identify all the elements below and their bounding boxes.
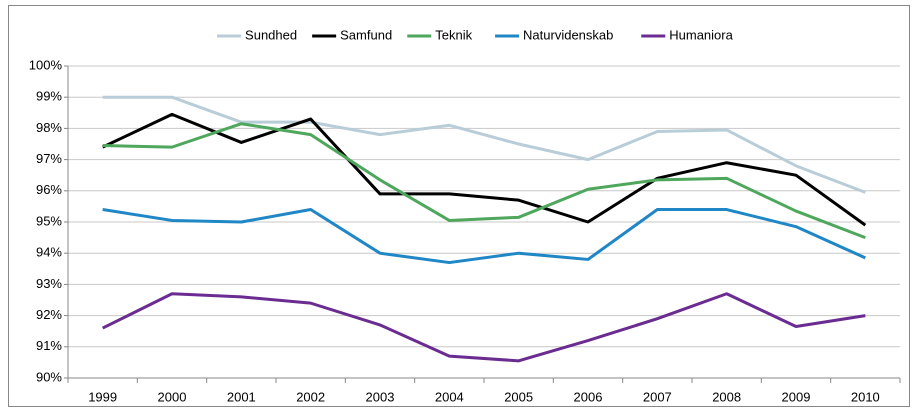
x-tick-label: 2007 bbox=[643, 389, 672, 404]
series-line bbox=[102, 95, 866, 194]
x-tick-label: 2005 bbox=[504, 389, 533, 404]
x-tick-label: 2010 bbox=[851, 389, 880, 404]
legend-label: Sundhed bbox=[245, 27, 297, 42]
x-tick-label: 1999 bbox=[88, 389, 117, 404]
y-tick-label: 96% bbox=[36, 182, 62, 197]
x-tick-label: 2001 bbox=[227, 389, 256, 404]
chart-border bbox=[8, 5, 910, 407]
y-tick-label: 93% bbox=[36, 276, 62, 291]
legend-label: Samfund bbox=[340, 27, 392, 42]
x-tick-label: 2006 bbox=[574, 389, 603, 404]
series-line bbox=[102, 208, 866, 265]
series-line bbox=[102, 122, 866, 240]
y-tick-label: 100% bbox=[29, 57, 63, 72]
x-tick-label: 2002 bbox=[296, 389, 325, 404]
y-tick-label: 94% bbox=[36, 245, 62, 260]
series-line bbox=[102, 112, 867, 227]
x-tick-label: 2008 bbox=[712, 389, 741, 404]
y-tick-label: 91% bbox=[36, 338, 62, 353]
legend-label: Teknik bbox=[435, 27, 472, 42]
x-tick-label: 2004 bbox=[435, 389, 464, 404]
legend-label: Naturvidenskab bbox=[523, 27, 613, 42]
x-tick-label: 2003 bbox=[366, 389, 395, 404]
series-line bbox=[102, 292, 866, 363]
y-tick-label: 95% bbox=[36, 213, 62, 228]
y-tick-label: 90% bbox=[36, 369, 62, 384]
x-tick-label: 2000 bbox=[158, 389, 187, 404]
y-tick-label: 97% bbox=[36, 151, 62, 166]
x-tick-label: 2009 bbox=[782, 389, 811, 404]
y-tick-label: 92% bbox=[36, 307, 62, 322]
y-tick-label: 98% bbox=[36, 120, 62, 135]
y-tick-label: 99% bbox=[36, 89, 62, 104]
legend-label: Humaniora bbox=[669, 27, 733, 42]
